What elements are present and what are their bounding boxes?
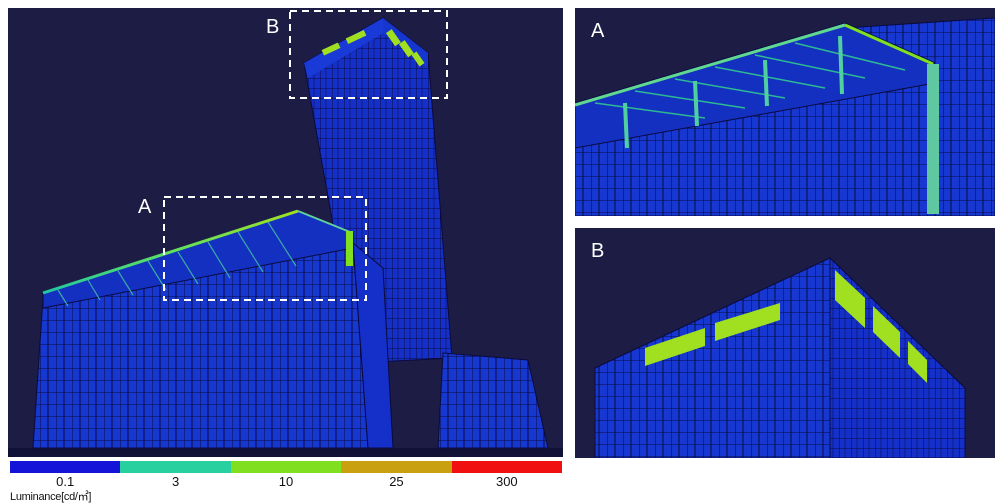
building-render (8, 10, 563, 457)
zoom-panel-a: A (575, 8, 995, 216)
label-a-main: A (138, 196, 152, 218)
legend-tick: 300 (495, 474, 518, 489)
label-a-zoom: A (591, 20, 605, 42)
legend-swatch (341, 461, 452, 473)
zoom-panel-b: B (575, 228, 995, 458)
zoom-b-render (575, 228, 995, 458)
region-a-box (163, 196, 367, 301)
label-b-zoom: B (591, 240, 605, 262)
zoom-a-render (575, 8, 995, 216)
legend-swatch (451, 461, 563, 473)
legend-swatch (230, 461, 342, 473)
label-b-main: B (266, 16, 280, 38)
legend-swatch (10, 461, 121, 473)
luminance-color-bar (10, 461, 563, 473)
legend-tick: 0.1 (56, 474, 75, 489)
podium (32, 209, 394, 449)
region-b-box (289, 10, 448, 99)
main-render: A B (8, 8, 563, 457)
legend-ticks: 0.1 3 10 25 300 (10, 474, 562, 489)
legend-tick: 25 (389, 474, 404, 489)
legend-title: Luminance[cd/㎡] (10, 491, 92, 503)
legend-tick: 3 (171, 474, 180, 489)
legend-tick: 10 (278, 474, 294, 489)
legend-swatch (120, 461, 231, 473)
